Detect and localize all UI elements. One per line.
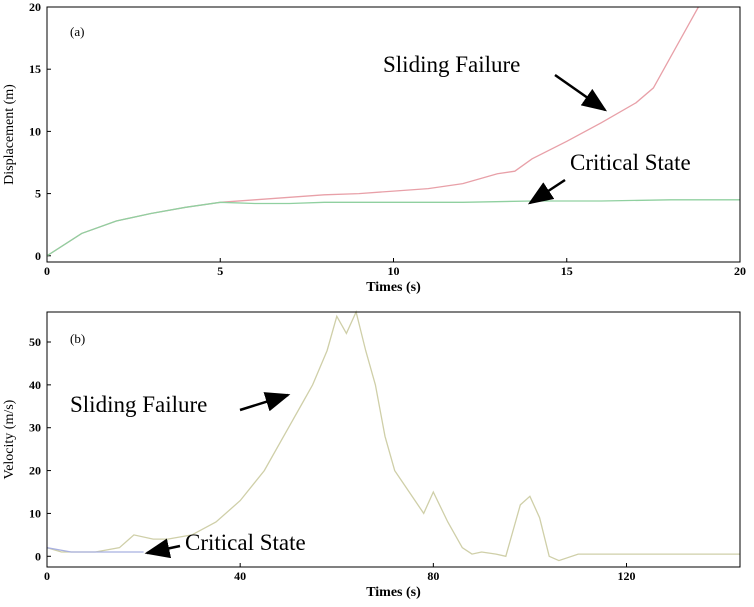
annotation-arrow <box>527 178 566 205</box>
x-tick-label: 15 <box>561 264 573 278</box>
x-axis-label: Times (s) <box>366 280 421 295</box>
annotation-arrow <box>554 73 608 112</box>
y-tick-label: 0 <box>35 249 41 263</box>
annotation-arrow <box>144 538 181 559</box>
y-tick-label: 5 <box>35 187 41 201</box>
y-axis-label: Displacement (m) <box>2 84 17 185</box>
series-line <box>46 199 740 257</box>
x-tick-label: 120 <box>618 569 636 583</box>
plot-frame <box>46 6 741 263</box>
panel-label: (a) <box>70 24 84 39</box>
x-tick-label: 80 <box>427 569 439 583</box>
y-tick-label: 50 <box>29 335 41 349</box>
annotation-arrow <box>239 392 291 412</box>
x-tick-label: 10 <box>388 264 400 278</box>
y-tick-label: 30 <box>29 421 41 435</box>
series-line <box>46 547 144 553</box>
y-tick-label: 15 <box>29 62 41 76</box>
y-tick-label: 20 <box>29 0 41 14</box>
y-tick-label: 0 <box>35 549 41 563</box>
panel-label: (b) <box>70 331 85 346</box>
x-tick-label: 0 <box>44 264 50 278</box>
x-tick-label: 0 <box>44 569 50 583</box>
y-tick-label: 20 <box>29 464 41 478</box>
annotation: Critical State <box>570 150 691 175</box>
y-axis-label: Velocity (m/s) <box>2 399 17 479</box>
annotation: Critical State <box>185 530 306 555</box>
series-line <box>46 6 699 257</box>
series-line <box>46 310 740 562</box>
y-tick-label: 40 <box>29 378 41 392</box>
y-tick-label: 10 <box>29 124 41 138</box>
y-tick-label: 10 <box>29 506 41 520</box>
x-tick-label: 40 <box>234 569 246 583</box>
annotation: Sliding Failure <box>383 52 520 77</box>
x-axis-label: Times (s) <box>366 585 421 600</box>
annotation: Sliding Failure <box>70 392 207 417</box>
x-tick-label: 5 <box>217 264 223 278</box>
x-tick-label: 20 <box>734 264 746 278</box>
plot-frame <box>46 311 741 568</box>
